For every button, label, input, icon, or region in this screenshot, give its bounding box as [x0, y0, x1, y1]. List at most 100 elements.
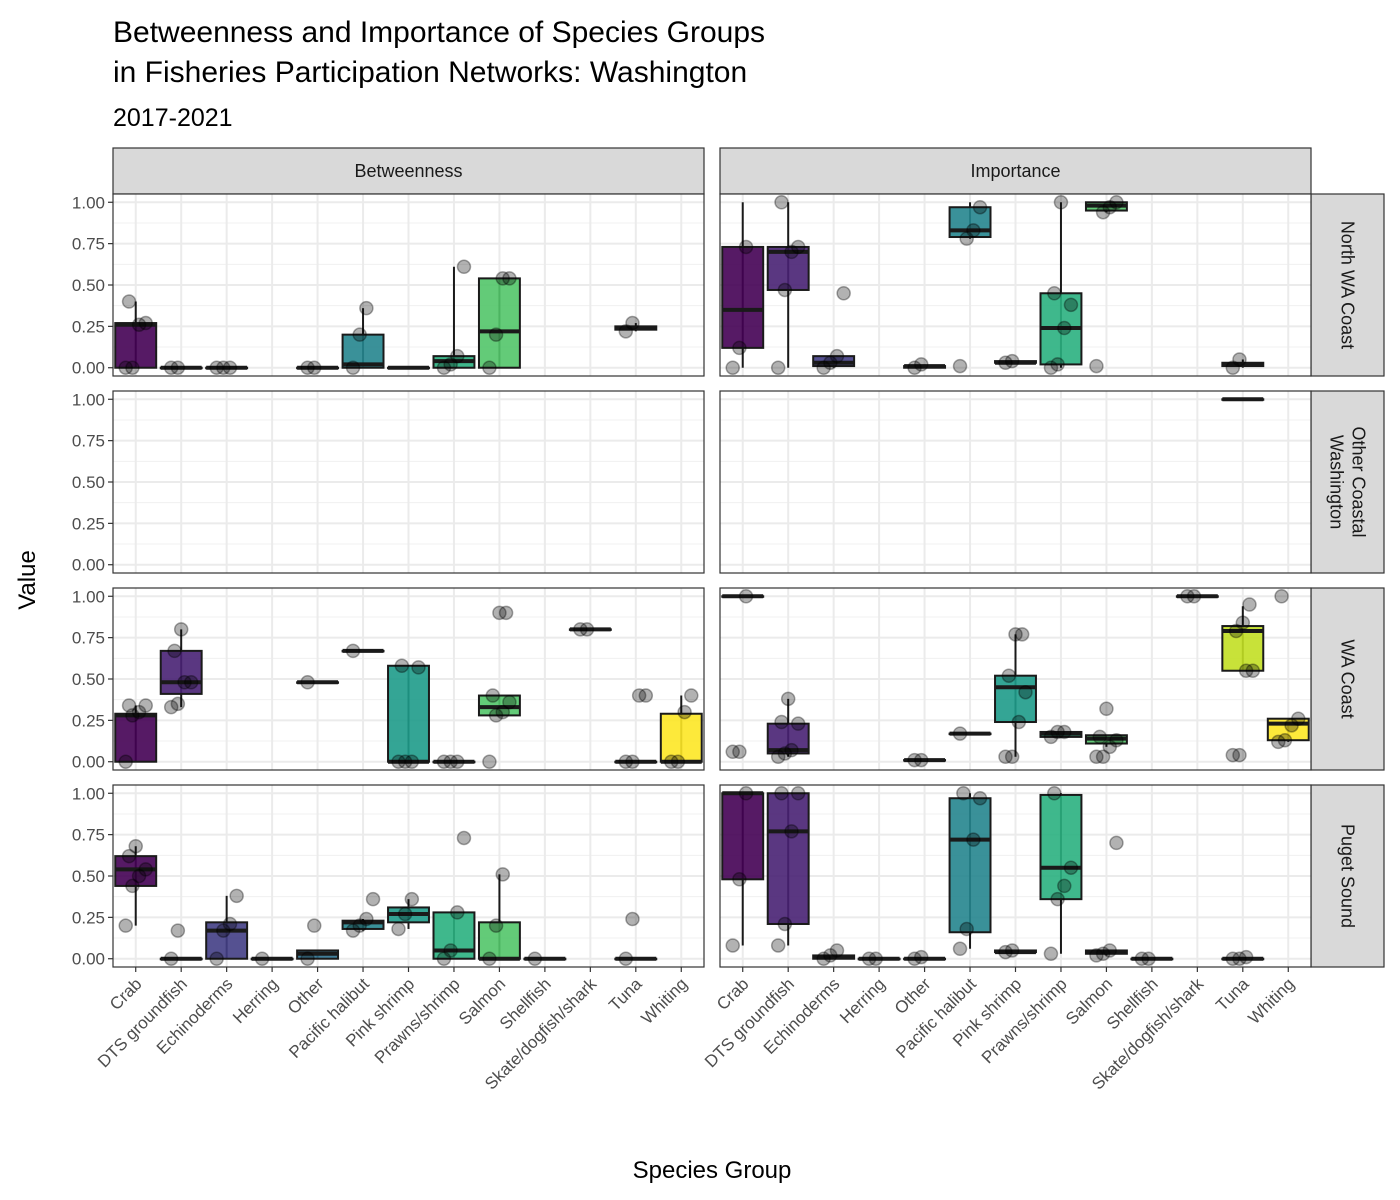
- data-point: [345, 643, 361, 659]
- data-point: [128, 838, 143, 854]
- data-point: [443, 754, 458, 769]
- data-point: [209, 360, 224, 375]
- box-pacific-halibut: [341, 643, 385, 659]
- data-point: [998, 355, 1013, 371]
- x-tick-label-herring: Herring: [836, 974, 889, 1027]
- x-tick-label-other: Other: [891, 974, 935, 1018]
- y-tick-label: 1.00: [72, 587, 105, 606]
- box-salmon: [477, 271, 521, 375]
- data-point: [677, 704, 692, 720]
- data-point: [1102, 199, 1118, 215]
- data-point: [1134, 951, 1150, 966]
- data-point: [770, 938, 786, 953]
- data-point: [209, 951, 224, 966]
- data-point: [1235, 615, 1251, 630]
- box-iqr: [766, 245, 810, 291]
- data-point: [1232, 747, 1247, 763]
- data-point: [527, 951, 543, 966]
- data-point: [163, 699, 179, 715]
- box-shellfish: [523, 951, 567, 966]
- y-axis-title: Value: [14, 550, 41, 610]
- data-point: [774, 195, 789, 210]
- data-point: [1102, 739, 1118, 755]
- data-point: [784, 244, 799, 260]
- data-point: [913, 357, 929, 372]
- data-point: [684, 688, 699, 703]
- data-point: [1102, 943, 1118, 958]
- data-point: [738, 239, 754, 255]
- row-strip-label: Other Coastal: [1349, 426, 1369, 537]
- data-point: [823, 355, 838, 371]
- data-point: [170, 360, 186, 375]
- data-point: [125, 360, 140, 375]
- data-point: [450, 905, 465, 920]
- data-point: [625, 754, 640, 769]
- box-pink-shrimp: [994, 627, 1037, 765]
- data-point: [411, 660, 426, 675]
- data-point: [1099, 701, 1114, 717]
- data-point: [498, 605, 514, 621]
- box-skate-dogfish-shark: [568, 622, 612, 637]
- data-point: [306, 360, 322, 375]
- data-point: [488, 327, 504, 342]
- box-other: [296, 918, 340, 966]
- data-point: [1063, 860, 1079, 875]
- data-point: [1186, 589, 1202, 604]
- box-tuna: [1221, 352, 1265, 375]
- data-point: [436, 754, 452, 769]
- data-point: [725, 938, 740, 953]
- box-pink-shrimp: [387, 365, 430, 370]
- data-point: [222, 916, 238, 932]
- y-tick-label: 0.00: [72, 753, 105, 772]
- data-point: [1089, 358, 1104, 374]
- box-dts-groundfish: [766, 195, 810, 375]
- data-point: [482, 951, 497, 966]
- data-point: [732, 872, 747, 887]
- data-point: [829, 943, 845, 958]
- data-point: [618, 754, 634, 769]
- data-point: [365, 891, 381, 907]
- box-shellfish: [1130, 951, 1174, 966]
- data-point: [1089, 749, 1104, 765]
- data-point: [131, 868, 147, 884]
- row-strip-puget-sound: Puget Sound: [1310, 784, 1385, 968]
- data-point: [770, 360, 786, 375]
- box-iqr: [659, 712, 703, 763]
- data-point: [345, 360, 361, 375]
- row-strip-bg: [1310, 390, 1385, 574]
- data-point: [638, 688, 654, 703]
- box-prawns-shrimp: [1039, 786, 1083, 962]
- data-point: [404, 754, 420, 769]
- data-point: [138, 315, 153, 331]
- panel-other-coastal-washington-betweenness: [113, 391, 704, 573]
- box-prawns-shrimp: [1039, 724, 1083, 745]
- data-point: [625, 911, 640, 927]
- data-point: [777, 746, 793, 761]
- box-crab: [114, 294, 158, 375]
- box-echinoderms: [812, 943, 856, 966]
- y-tick-label: 0.50: [72, 867, 105, 886]
- data-point: [618, 951, 634, 966]
- data-point: [1225, 951, 1241, 966]
- data-point: [1043, 946, 1059, 962]
- data-point: [732, 744, 747, 760]
- box-iqr: [477, 277, 521, 369]
- panel-other-coastal-washington-importance: [720, 391, 1311, 573]
- data-point: [966, 832, 981, 847]
- y-tick-label: 0.25: [72, 317, 105, 336]
- data-point: [1141, 951, 1156, 966]
- data-point: [972, 199, 988, 215]
- data-point: [1095, 204, 1111, 220]
- panel-puget-sound-importance: [720, 785, 1311, 967]
- data-point: [625, 315, 640, 331]
- data-point: [868, 951, 884, 966]
- data-point: [495, 704, 511, 720]
- box-iqr: [114, 712, 158, 763]
- data-point: [1043, 729, 1059, 745]
- data-point: [1004, 943, 1020, 958]
- data-point: [1050, 724, 1065, 740]
- data-point: [1011, 714, 1027, 730]
- data-point: [359, 911, 374, 927]
- box-pink-shrimp: [994, 353, 1037, 371]
